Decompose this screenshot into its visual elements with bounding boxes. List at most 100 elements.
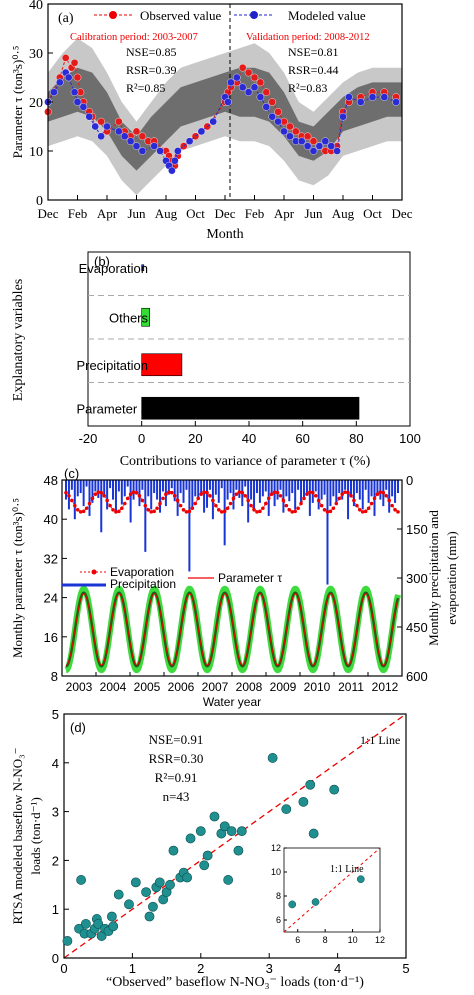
precip-bar [332, 480, 335, 497]
precip-bar [182, 480, 185, 503]
d-ytick-label: 4 [52, 756, 59, 771]
evaporation-point [296, 506, 300, 511]
modeled-point [171, 156, 179, 165]
bar-precipitation [141, 353, 183, 377]
precip-bar [135, 480, 138, 495]
precip-bar [91, 480, 94, 503]
evaporation-point [181, 507, 186, 512]
evaporation-point [202, 490, 206, 494]
modeled-point [280, 127, 288, 136]
parameter-tau-line [65, 593, 399, 666]
inset-xtick-label: 6 [295, 935, 300, 945]
a-xtick-label: Jun [304, 206, 323, 221]
a-ytick-label: 40 [29, 0, 43, 13]
precip-bar [109, 480, 112, 489]
precip-bar [370, 480, 373, 497]
panel-b-xlabel: Contributions to variance of parameter τ… [120, 454, 371, 469]
precip-bar [297, 480, 300, 490]
b-xtick-label: 40 [242, 431, 256, 446]
modeled-point [327, 142, 336, 150]
scatter-point [168, 845, 179, 856]
precip-bar [97, 480, 100, 498]
observed-point [115, 117, 123, 126]
precip-bar [76, 480, 79, 497]
precip-bar [391, 480, 394, 497]
precip-bar [106, 480, 109, 510]
precip-bar [294, 480, 297, 510]
precip-bar [150, 480, 153, 510]
evaporation-point [249, 503, 253, 508]
observed-point [70, 59, 79, 67]
evaporation-point [167, 490, 171, 494]
evaporation-point [158, 501, 162, 506]
evaporation-point [178, 503, 183, 508]
scatter-point [236, 826, 247, 837]
evaporation-point [319, 503, 324, 508]
evaporation-point [205, 490, 209, 495]
scatter-point [233, 845, 244, 856]
evaporation-point [290, 510, 295, 514]
scatter-point [130, 877, 141, 888]
scatter-point [199, 860, 210, 871]
precip-bar [120, 480, 123, 505]
evaporation-point [228, 501, 233, 506]
precip-bar [253, 480, 256, 512]
evaporation-point [208, 493, 212, 498]
evaporation-point [322, 507, 327, 512]
modeled-legend-marker [250, 11, 258, 19]
observed-point [97, 117, 105, 126]
precip-bar [238, 480, 241, 498]
evaporation-point [143, 503, 148, 508]
panel-a-seasonal-chart: 0 10 20 30 40 Dec Feb Apr Jun Aug Oct Dec Feb Apr Jun… [10, 0, 413, 242]
evaporation-point [125, 496, 130, 501]
d-n: n=43 [163, 789, 190, 804]
panel-c-timeseries: 8 16 24 32 40 48 0 150 300 450 600 2003 2004 2005 20… [10, 466, 459, 709]
modeled-point [339, 112, 347, 121]
evaporation-point [222, 509, 227, 514]
precip-bar [279, 480, 282, 490]
d-nse: NSE=0.91 [149, 732, 204, 747]
scatter-point [185, 833, 196, 844]
inset-scatter-point [311, 898, 320, 906]
modeled-point [156, 147, 164, 155]
c-xtick-label: 2006 [168, 680, 195, 694]
observed-point [303, 132, 312, 141]
evaporation-point [161, 496, 165, 501]
d-xtick-label: 1 [129, 961, 136, 976]
scatter-point [108, 921, 119, 932]
d-ytick-label: 0 [52, 951, 59, 966]
inset-xtick-label: 10 [348, 935, 358, 945]
scatter-point [62, 936, 73, 946]
precip-bar [282, 480, 285, 513]
evaporation-point [120, 506, 124, 511]
observed-point [250, 73, 259, 82]
precip-bar [323, 480, 326, 495]
precip-bar [388, 480, 391, 513]
precip-bar [85, 480, 88, 487]
b-category-label: Precipitation [76, 358, 148, 373]
precip-bar [73, 480, 76, 520]
b-category-label: Evaporation [79, 261, 148, 276]
evaporation-point [155, 506, 159, 511]
c-xtick-label: 2003 [66, 680, 93, 694]
panel-a-xlabel: Month [206, 227, 243, 242]
evaporation-point [190, 506, 195, 511]
evaporation-point [328, 509, 333, 514]
observed-point [138, 132, 147, 141]
a-ytick-label: 10 [29, 145, 43, 160]
evaporation-point [175, 498, 180, 503]
evaporation-point [99, 490, 104, 495]
evaporation-legend-marker [91, 569, 97, 575]
observed-point [291, 127, 300, 136]
calib-r2: R²=0.85 [126, 81, 165, 95]
precip-bar [197, 480, 200, 500]
c-right-tick-label: 150 [406, 522, 428, 537]
evaporation-point [75, 507, 80, 512]
modeled-point [70, 88, 79, 96]
evaporation-point [258, 509, 262, 514]
b-xtick-label: 100 [399, 431, 421, 446]
one-to-one-line [63, 713, 407, 959]
evaporation-point [134, 490, 139, 495]
scatter-point [281, 804, 292, 815]
